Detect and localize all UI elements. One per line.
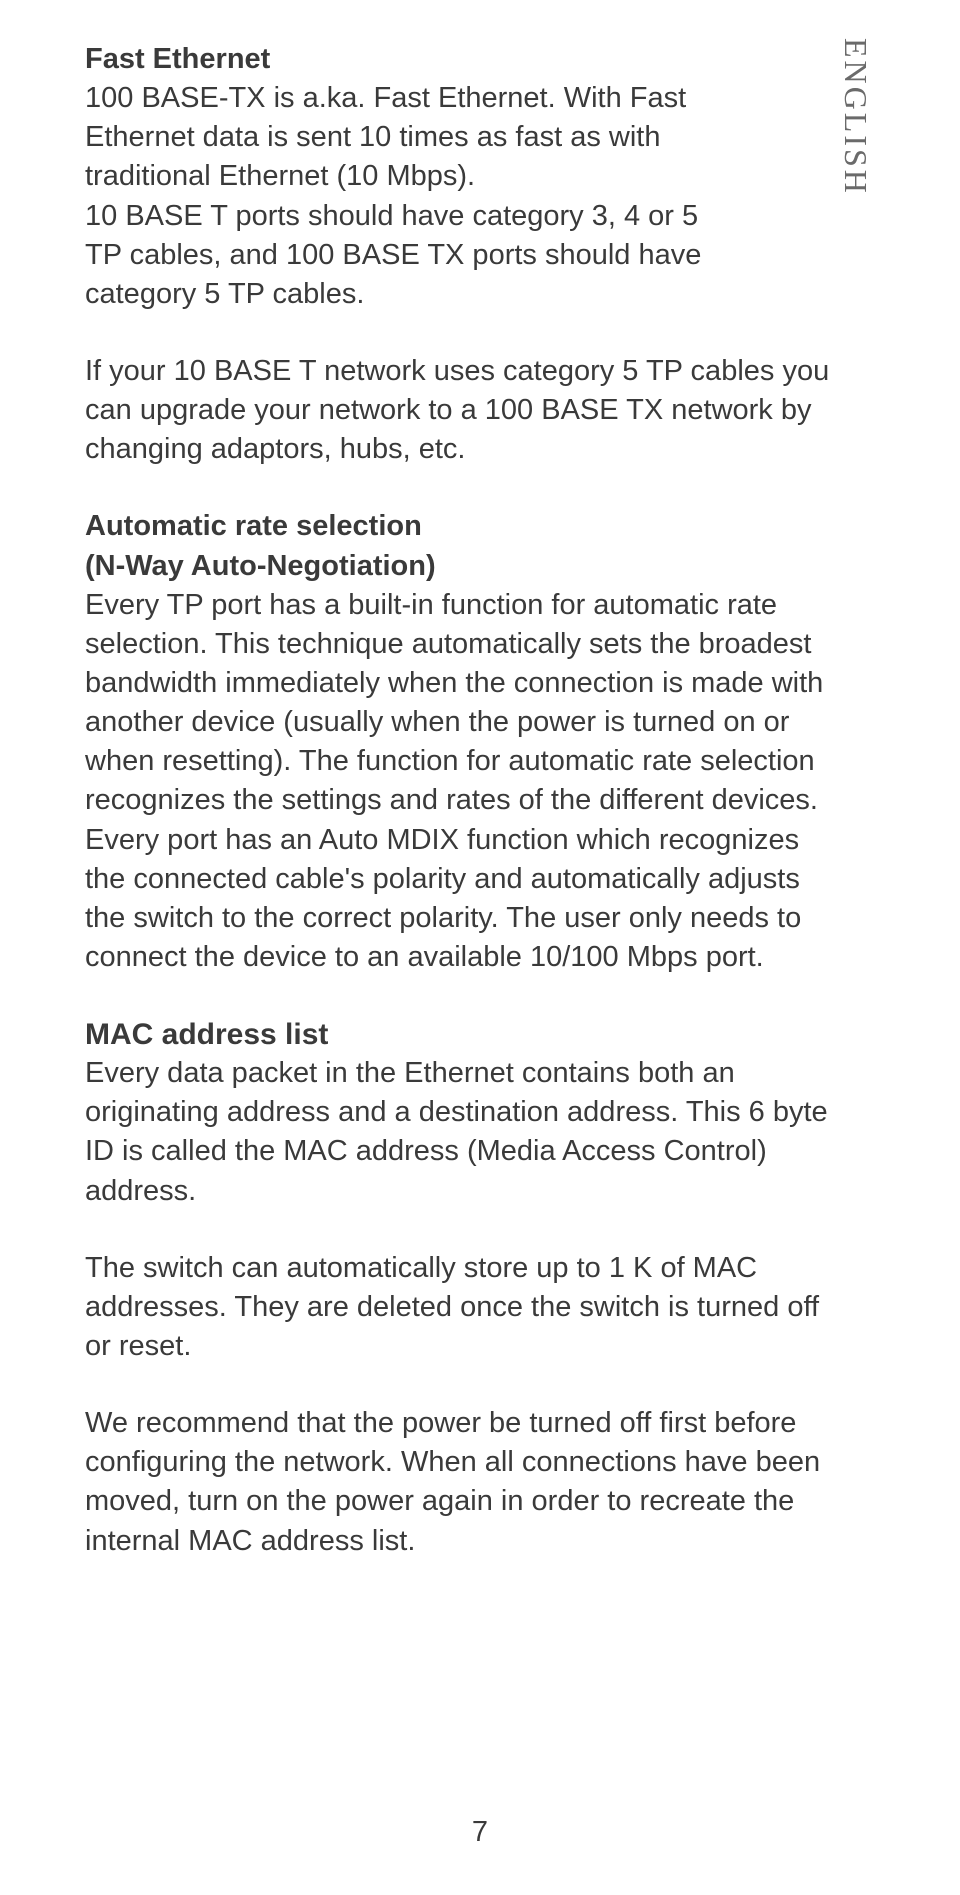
section-mac-storage: The switch can automatically store up to…	[85, 1249, 830, 1366]
para-mac-3: We recommend that the power be turned of…	[85, 1404, 830, 1561]
language-label: ENGLISH	[837, 38, 874, 196]
para-fast-ethernet-1: 100 BASE-TX is a.ka. Fast Ethernet. With…	[85, 79, 730, 196]
heading-fast-ethernet: Fast Ethernet	[85, 40, 730, 79]
section-upgrade: If your 10 BASE T network uses category …	[85, 352, 830, 469]
para-upgrade: If your 10 BASE T network uses category …	[85, 352, 830, 469]
heading-mac-address: MAC address list	[85, 1015, 830, 1054]
para-auto-rate: Every TP port has a built-in function fo…	[85, 586, 830, 977]
section-fast-ethernet: Fast Ethernet 100 BASE-TX is a.ka. Fast …	[85, 40, 830, 314]
para-mac-1: Every data packet in the Ethernet contai…	[85, 1054, 830, 1211]
para-mac-2: The switch can automatically store up to…	[85, 1249, 830, 1366]
subheading-auto-negotiation: (N-Way Auto-Negotiation)	[85, 547, 830, 586]
page-number: 7	[472, 1816, 488, 1849]
para-fast-ethernet-2: 10 BASE T ports should have category 3, …	[85, 197, 730, 314]
section-mac-recommend: We recommend that the power be turned of…	[85, 1404, 830, 1561]
document-content: Fast Ethernet 100 BASE-TX is a.ka. Fast …	[85, 40, 830, 1561]
section-mac-address: MAC address list Every data packet in th…	[85, 1015, 830, 1211]
heading-auto-rate: Automatic rate selection	[85, 507, 830, 546]
section-auto-rate: Automatic rate selection (N-Way Auto-Neg…	[85, 507, 830, 977]
